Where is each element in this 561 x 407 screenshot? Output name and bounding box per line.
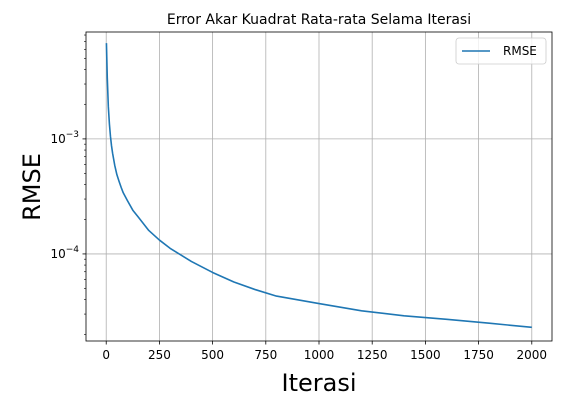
x-tick-label: 1000 [304,348,335,362]
series-line-rmse [105,43,532,329]
grid [86,32,552,341]
y-tick-label: 10−3 [50,130,79,146]
x-tick-label: 1750 [463,348,494,362]
x-tick-label: 0 [102,348,110,362]
y-tick-label: 10−4 [50,245,79,261]
x-tick-label: 750 [254,348,277,362]
x-tick-label: 500 [201,348,224,362]
x-tick-label: 250 [148,348,171,362]
x-tick-label: 1250 [357,348,388,362]
axis-ticks: 0 250 500 750 1000 1250 1500 1750 2000 10−3 10−4 [50,34,548,362]
legend: RMSE [455,37,547,65]
x-tick-label: 1500 [410,348,441,362]
legend-label: RMSE [503,44,537,58]
legend-box [455,37,547,65]
x-axis-label: Iterasi [282,369,357,397]
series-layer [105,43,532,329]
x-tick-label: 2000 [517,348,548,362]
chart-title: Error Akar Kuadrat Rata-rata Selama Iter… [167,12,471,28]
y-axis-label: RMSE [18,153,46,221]
